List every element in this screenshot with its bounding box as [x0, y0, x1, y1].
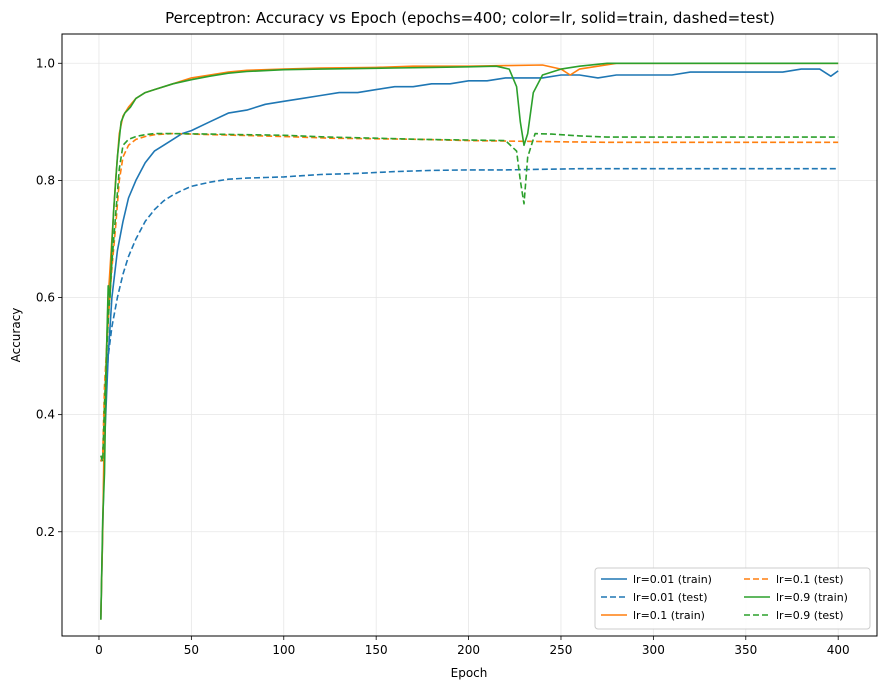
chart-title: Perceptron: Accuracy vs Epoch (epochs=40…	[165, 9, 775, 27]
x-tick-label: 400	[827, 643, 850, 657]
x-tick-label: 0	[95, 643, 103, 657]
x-tick-label: 350	[734, 643, 757, 657]
y-tick-label: 0.4	[36, 408, 55, 422]
legend-label: lr=0.1 (train)	[633, 609, 705, 622]
legend: lr=0.01 (train) lr=0.01 (test) lr=0.1 (tra…	[594, 567, 871, 630]
legend-label: lr=0.01 (train)	[633, 573, 712, 586]
series-line	[100, 62, 839, 620]
y-axis: 0.2 0.4 0.6 0.8 1.0	[36, 56, 62, 539]
x-axis: 0 50 100 150 200 250 300 350 400	[95, 636, 850, 657]
y-tick-label: 1.0	[36, 56, 55, 70]
legend-label: lr=0.1 (test)	[776, 573, 844, 586]
series-line	[100, 132, 839, 462]
x-tick-label: 150	[365, 643, 388, 657]
series-line	[100, 167, 839, 462]
series-line	[100, 68, 839, 620]
x-tick-label: 250	[550, 643, 573, 657]
y-axis-label: Accuracy	[9, 308, 23, 363]
x-axis-label: Epoch	[451, 666, 488, 680]
plot-frame	[61, 33, 878, 637]
series-group	[100, 62, 839, 620]
x-tick-label: 200	[457, 643, 480, 657]
legend-label: lr=0.01 (test)	[633, 591, 708, 604]
legend-label: lr=0.9 (train)	[776, 591, 848, 604]
series-line	[100, 62, 839, 620]
x-tick-label: 100	[272, 643, 295, 657]
grid	[62, 34, 877, 636]
y-tick-label: 0.6	[36, 291, 55, 305]
x-tick-label: 50	[184, 643, 199, 657]
x-tick-label: 300	[642, 643, 665, 657]
legend-label: lr=0.9 (test)	[776, 609, 844, 622]
y-tick-label: 0.8	[36, 173, 55, 187]
y-tick-label: 0.2	[36, 525, 55, 539]
legend-box	[594, 567, 871, 630]
